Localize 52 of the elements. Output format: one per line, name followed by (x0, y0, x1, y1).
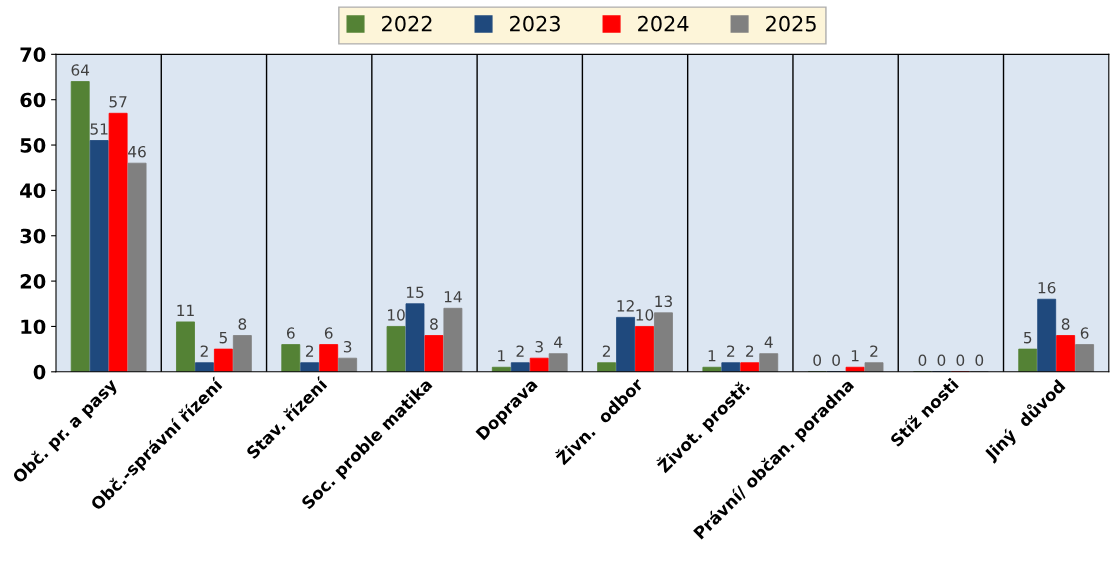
data-label: 16 (1038, 281, 1056, 294)
data-label: 10 (388, 309, 405, 321)
data-label: 8 (430, 318, 438, 330)
data-label: 12 (617, 300, 634, 312)
y-tick-label: 40 (20, 183, 46, 199)
data-label: 57 (109, 96, 127, 108)
data-label: 4 (764, 336, 773, 348)
data-label: 6 (286, 327, 295, 339)
data-label: 13 (655, 295, 672, 308)
data-label: 6 (324, 327, 333, 339)
data-label: 2 (602, 345, 610, 357)
data-label: 2 (727, 345, 735, 357)
legend-label: 2023 (510, 15, 560, 32)
data-label: 4 (554, 336, 563, 348)
data-label: 51 (90, 123, 108, 135)
data-label: 0 (937, 354, 946, 367)
y-tick-label: 50 (20, 138, 46, 153)
data-label: 3 (343, 340, 352, 353)
y-tick-label: 10 (21, 319, 46, 335)
data-label: 5 (1024, 332, 1032, 344)
data-label: 2 (746, 345, 754, 357)
data-label: 46 (128, 145, 146, 158)
data-label: 0 (813, 354, 822, 367)
data-label: 15 (406, 286, 424, 299)
legend-label: 2024 (638, 15, 689, 32)
data-label: 3 (535, 340, 543, 353)
data-label: 11 (177, 304, 194, 316)
data-label: 1 (498, 350, 505, 362)
data-label: 0 (918, 354, 927, 367)
data-label: 1 (851, 350, 859, 362)
data-label: 0 (832, 354, 840, 367)
data-label: 10 (636, 309, 654, 321)
data-label: 14 (444, 291, 462, 303)
data-label: 6 (1080, 327, 1089, 339)
data-label: 0 (956, 354, 965, 367)
data-label: 0 (975, 354, 984, 367)
data-label: 64 (71, 64, 90, 76)
y-tick-label: 60 (20, 92, 46, 108)
legend-label: 2025 (766, 15, 816, 32)
data-label: 1 (708, 350, 716, 362)
data-label: 2 (305, 345, 314, 357)
y-tick-label: 20 (20, 274, 46, 289)
data-label: 2 (200, 345, 208, 357)
data-label: 2 (870, 345, 878, 357)
data-label: 8 (1061, 318, 1070, 330)
data-label: 2 (516, 345, 524, 357)
legend-label: 2022 (382, 15, 432, 32)
data-label: 8 (238, 318, 247, 330)
y-tick-label: 30 (20, 228, 46, 244)
y-tick-label: 70 (20, 47, 46, 62)
data-label: 5 (219, 332, 227, 344)
y-tick-label: 0 (33, 364, 46, 380)
